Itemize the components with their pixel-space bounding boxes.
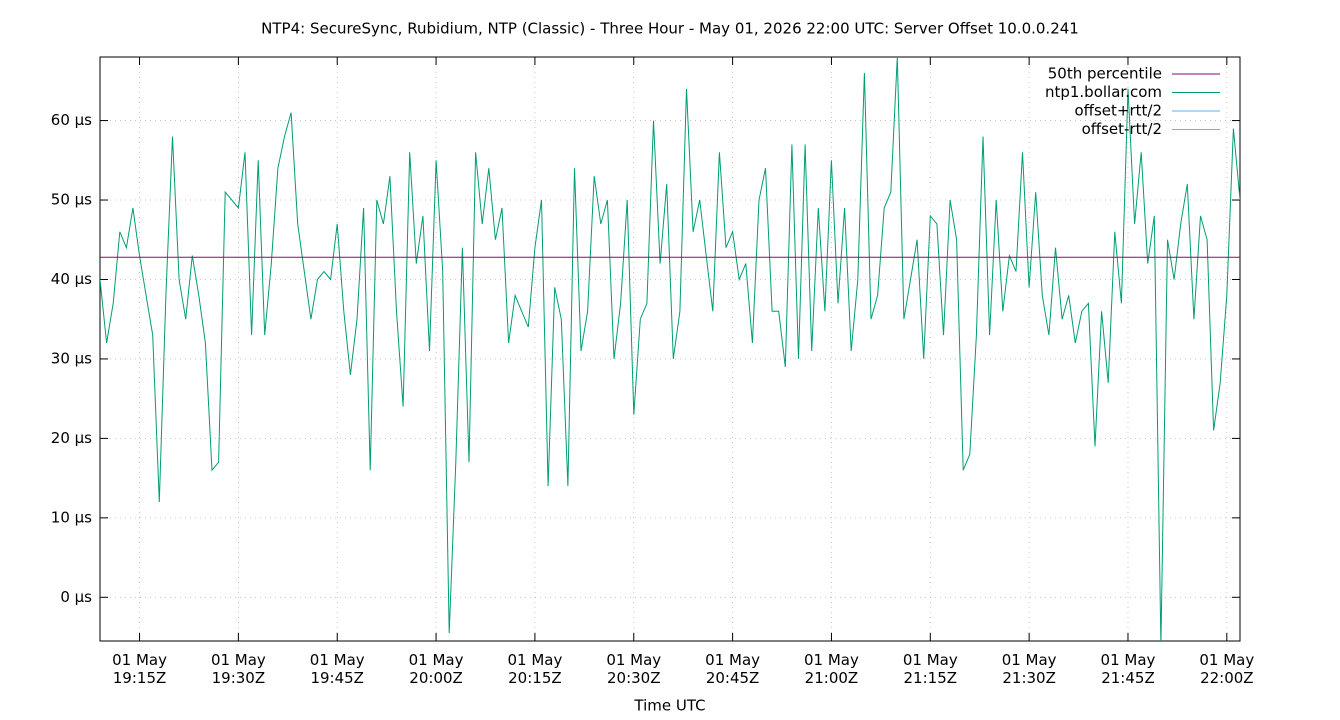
chart-title: NTP4: SecureSync, Rubidium, NTP (Classic…	[261, 20, 1079, 38]
x-tick-label: 01 May 21:15Z	[903, 651, 958, 687]
y-tick-label: 50 µs	[51, 191, 92, 209]
x-tick-label: 01 May 19:45Z	[310, 651, 365, 687]
x-tick-label: 01 May 20:30Z	[606, 651, 661, 687]
legend-label: ntp1.bollar.com	[1045, 83, 1162, 101]
y-tick-label: 0 µs	[60, 588, 92, 606]
legend-label: offset-rtt/2	[1082, 120, 1162, 138]
y-tick-label: 40 µs	[51, 270, 92, 288]
y-tick-label: 30 µs	[51, 349, 92, 367]
x-tick-label: 01 May 21:30Z	[1002, 651, 1057, 687]
x-tick-label: 01 May 20:00Z	[409, 651, 464, 687]
x-tick-label: 01 May 20:15Z	[507, 651, 562, 687]
x-tick-label: 01 May 22:00Z	[1199, 651, 1254, 687]
plot-area	[100, 57, 1240, 641]
y-tick-label: 10 µs	[51, 508, 92, 526]
x-tick-label: 01 May 19:30Z	[211, 651, 266, 687]
y-tick-label: 60 µs	[51, 111, 92, 129]
x-tick-label: 01 May 21:00Z	[804, 651, 859, 687]
y-tick-label: 20 µs	[51, 429, 92, 447]
series-line	[100, 57, 1240, 641]
x-tick-label: 01 May 20:45Z	[705, 651, 760, 687]
x-tick-label: 01 May 19:15Z	[112, 651, 167, 687]
legend-label: 50th percentile	[1048, 65, 1162, 83]
x-axis-label: Time UTC	[633, 697, 705, 715]
plot-border	[99, 56, 1241, 642]
x-tick-label: 01 May 21:45Z	[1101, 651, 1156, 687]
legend-label: offset+rtt/2	[1074, 102, 1162, 120]
